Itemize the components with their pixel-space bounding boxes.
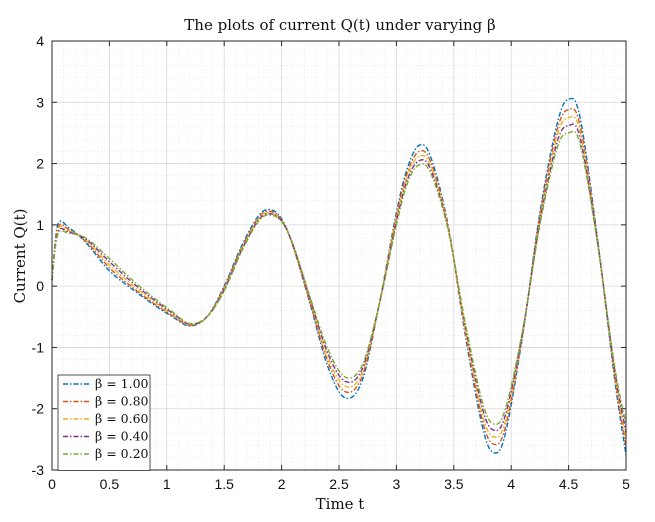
x-tick-label: 0 <box>48 476 56 492</box>
plot-area: 0 0.5 1 1.5 2 2.5 3 3.5 4 4.5 5 -3 -2 -1 0 1 2 3 4 β = 1.00… <box>32 33 631 492</box>
x-tick-label: 4.5 <box>559 476 579 492</box>
chart-title: The plots of current Q(t) under varying … <box>184 16 495 34</box>
x-axis-label: Time t <box>316 495 365 513</box>
y-tick-label: 4 <box>36 33 44 49</box>
legend-box <box>57 374 151 471</box>
y-tick-label: -2 <box>32 401 45 417</box>
y-tick-label: 3 <box>36 94 44 110</box>
y-tick-label: -1 <box>32 339 45 355</box>
x-tick-label: 1.5 <box>214 476 234 492</box>
series-line-5 <box>51 130 627 426</box>
legend-label-5: β = 0.20 <box>95 446 149 461</box>
legend-label-4: β = 0.40 <box>95 429 149 444</box>
legend-label-2: β = 0.80 <box>95 394 149 409</box>
y-tick-label: 2 <box>36 156 44 172</box>
x-tick-label: 1 <box>163 476 171 492</box>
series-line-2 <box>51 108 627 447</box>
y-tick-label: 0 <box>36 278 44 294</box>
legend-label-3: β = 0.60 <box>95 411 149 426</box>
x-tick-label: 2.5 <box>329 476 349 492</box>
y-tick-label: -3 <box>32 462 45 478</box>
x-tick-label: 3 <box>393 476 401 492</box>
x-tick-label: 4 <box>507 476 515 492</box>
x-tick-label: 3.5 <box>444 476 464 492</box>
legend-label-1: β = 1.00 <box>95 376 149 391</box>
x-tick-label: 0.5 <box>100 476 120 492</box>
y-tick-label: 1 <box>36 217 44 233</box>
x-tick-label: 5 <box>622 476 630 492</box>
y-axis-label: Current Q(t) <box>11 209 29 304</box>
x-tick-label: 2 <box>278 476 286 492</box>
